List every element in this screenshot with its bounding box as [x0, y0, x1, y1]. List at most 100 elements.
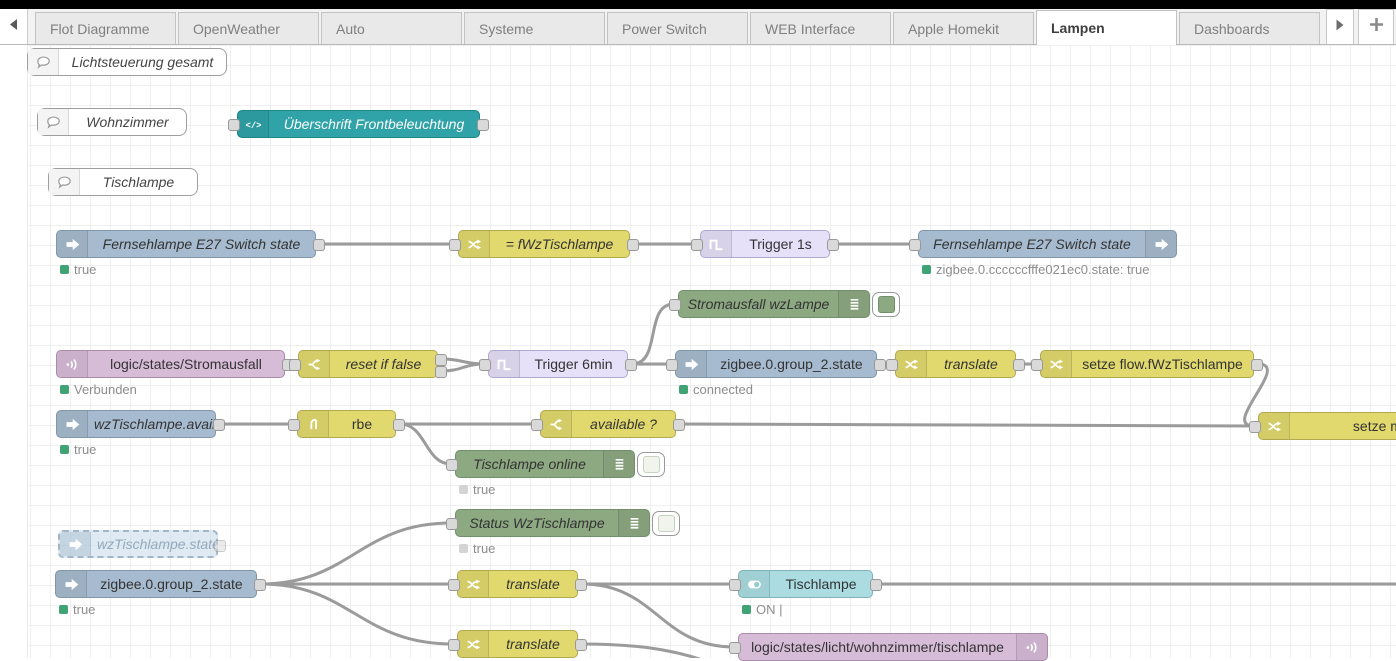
shuffle-icon: [1041, 351, 1072, 377]
input-port[interactable]: [479, 359, 491, 371]
comment-bubble-icon: [38, 109, 69, 135]
input-port[interactable]: [666, 359, 678, 371]
tab-apple-homekit[interactable]: Apple Homekit: [893, 12, 1034, 44]
input-port[interactable]: [886, 359, 898, 371]
ui-text-stromausfall-wzlampe[interactable]: Stromausfall wzLampe: [669, 290, 900, 318]
iobroker-in-zigbee-group2-state[interactable]: zigbee.0.group_2.state: [55, 570, 266, 598]
output-port[interactable]: [1251, 359, 1263, 371]
ui-node-enable-button[interactable]: [872, 292, 900, 317]
comment-lichtsteuerung-gesamt[interactable]: Lichtsteuerung gesamt: [27, 48, 227, 76]
mqtt-out-logic-states-licht-wohnzimmer-tischlampe[interactable]: logic/states/licht/wohnzimmer/tischlampe: [729, 633, 1048, 661]
hamburger-icon: [603, 451, 634, 477]
change-translate-1[interactable]: translate: [886, 350, 1025, 378]
wire: [259, 582, 455, 646]
node-layer: Lichtsteuerung gesamt Wohnzimmer Tischlamp…: [0, 45, 1396, 661]
tab-power-switch[interactable]: Power Switch: [607, 12, 748, 44]
output-port[interactable]: [1013, 359, 1025, 371]
ui-text-tischlampe-online[interactable]: Tischlampe online: [446, 450, 665, 478]
input-port[interactable]: [669, 299, 681, 311]
output-port[interactable]: [213, 419, 225, 431]
tab-label: Lampen: [1051, 19, 1105, 36]
tab-systeme[interactable]: Systeme: [464, 12, 605, 44]
comment-tischlampe[interactable]: Tischlampe: [48, 168, 198, 196]
input-port[interactable]: [448, 639, 460, 651]
output-port[interactable]: [254, 579, 266, 591]
tab-auto[interactable]: Auto: [321, 12, 462, 44]
ui-text-status-wztischlampe[interactable]: Status WzTischlampe: [446, 509, 680, 537]
ui-node-enable-state: [877, 296, 895, 313]
output-port[interactable]: [673, 419, 685, 431]
wire: [630, 302, 676, 366]
input-port[interactable]: [288, 419, 300, 431]
input-port[interactable]: [729, 642, 741, 654]
output-port[interactable]: [214, 540, 226, 552]
wire: [1243, 362, 1269, 428]
node-label: reset if false: [345, 356, 422, 372]
tab-lampen[interactable]: Lampen: [1036, 10, 1177, 45]
input-port[interactable]: [289, 359, 301, 371]
change-setze-flow-fwztischlampe[interactable]: setze flow.fWzTischlampe: [1031, 350, 1263, 378]
tab-flot-diagramme[interactable]: Flot Diagramme: [35, 12, 176, 44]
input-port[interactable]: [691, 239, 703, 251]
output-port[interactable]: [575, 639, 587, 651]
status-text: zigbee.0.ccccccfffe021ec0.state: true: [936, 262, 1150, 277]
rbe[interactable]: rbe: [288, 410, 405, 438]
input-port[interactable]: [909, 239, 921, 251]
input-port[interactable]: [446, 518, 458, 530]
tab-dashboards[interactable]: Dashboards: [1179, 12, 1320, 44]
output-port[interactable]: [827, 239, 839, 251]
add-flow-button[interactable]: [1358, 9, 1394, 44]
tab-label: Systeme: [479, 20, 534, 37]
trigger-6min[interactable]: Trigger 6min: [479, 350, 637, 378]
node-label: = fWzTischlampe: [505, 236, 614, 252]
iobroker-get-zigbee-group2-state[interactable]: zigbee.0.group_2.state: [666, 350, 886, 378]
ui-switch-tischlampe[interactable]: Tischlampe: [729, 570, 882, 598]
trigger-1s[interactable]: Trigger 1s: [691, 230, 839, 258]
output-port[interactable]: [393, 419, 405, 431]
flow-workspace[interactable]: Lichtsteuerung gesamt Wohnzimmer Tischlamp…: [0, 45, 1396, 661]
status-text: true: [74, 262, 97, 277]
node-label: rbe: [351, 416, 373, 432]
change-translate-3[interactable]: translate: [448, 630, 587, 658]
input-port[interactable]: [446, 459, 458, 471]
switch-reset-if-false[interactable]: reset if false: [289, 350, 447, 378]
comment-wohnzimmer[interactable]: Wohnzimmer: [37, 108, 187, 136]
input-port[interactable]: [448, 579, 460, 591]
plus-icon: [1369, 17, 1384, 37]
node-label: translate: [506, 636, 560, 652]
output-port[interactable]: [313, 239, 325, 251]
change-translate-2[interactable]: translate: [448, 570, 587, 598]
iobroker-in-wztischlampe-state-disabled[interactable]: wzTischlampe.state: [58, 530, 226, 558]
output-port[interactable]: [870, 579, 882, 591]
input-port[interactable]: [1031, 359, 1043, 371]
wifi-icon: [1016, 634, 1047, 660]
ui-node-enable-button[interactable]: [652, 511, 680, 536]
scroll-tabs-right-button[interactable]: [1326, 9, 1354, 44]
output-port[interactable]: [625, 359, 637, 371]
switch-available[interactable]: available ?: [531, 410, 685, 438]
change-gleich-fwztischlampe[interactable]: = fWzTischlampe: [449, 230, 639, 258]
input-port[interactable]: [449, 239, 461, 251]
output-port[interactable]: [435, 354, 447, 366]
change-setze-msg-payload[interactable]: setze msg.paylo: [1249, 412, 1396, 440]
iobroker-in-fernsehlampe-e27[interactable]: Fernsehlampe E27 Switch state: [56, 230, 325, 258]
output-port[interactable]: [477, 119, 489, 131]
output-port[interactable]: [435, 366, 447, 378]
output-port[interactable]: [575, 579, 587, 591]
output-port[interactable]: [627, 239, 639, 251]
scroll-tabs-left-button[interactable]: [0, 9, 28, 44]
iobroker-in-wztischlampe-available[interactable]: wzTischlampe.available: [56, 410, 225, 438]
input-port[interactable]: [228, 119, 240, 131]
mqtt-in-logic-states-stromausfall[interactable]: logic/states/Stromausfall: [56, 350, 294, 378]
output-port[interactable]: [874, 359, 886, 371]
iobroker-out-fernsehlampe-e27[interactable]: Fernsehlampe E27 Switch state: [909, 230, 1177, 258]
input-port[interactable]: [1249, 421, 1261, 433]
template-ueberschrift-frontbeleuchtung[interactable]: </> Überschrift Frontbeleuchtung: [228, 110, 489, 138]
input-port[interactable]: [531, 419, 543, 431]
input-port[interactable]: [729, 579, 741, 591]
shuffle-icon: [458, 571, 489, 597]
tab-openweather[interactable]: OpenWeather: [178, 12, 319, 44]
node-label: Trigger 1s: [749, 236, 812, 252]
ui-node-enable-button[interactable]: [637, 452, 665, 477]
tab-web-interface[interactable]: WEB Interface: [750, 12, 891, 44]
